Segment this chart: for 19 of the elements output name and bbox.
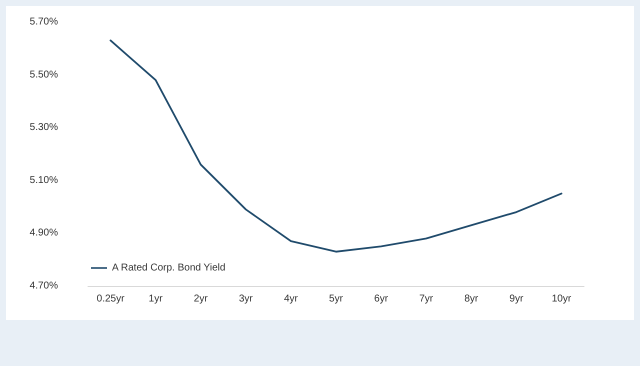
x-tick-label: 9yr — [509, 294, 524, 304]
x-tick-label: 8yr — [464, 294, 479, 304]
line-series — [110, 40, 562, 253]
x-tick-label: 1yr — [148, 294, 164, 304]
x-tick-label: 7yr — [419, 294, 434, 304]
y-tick-label: 5.70% — [30, 16, 58, 28]
x-tick-label: 2yr — [194, 294, 208, 304]
y-tick-label: 5.10% — [30, 174, 58, 186]
y-tick-label: 5.50% — [30, 69, 58, 80]
x-tick-label: 5yr — [329, 294, 344, 304]
y-tick-label: 4.70% — [30, 280, 58, 292]
x-tick-label: 3yr — [238, 294, 254, 304]
x-tick-label: 10yr — [552, 294, 572, 304]
x-tick-label: 0.25yr — [96, 294, 126, 304]
x-tick-label: 6yr — [374, 294, 389, 304]
y-tick-label: 5.30% — [30, 122, 58, 134]
legend-label: A Rated Corp. Bond Yield — [112, 262, 226, 274]
y-tick-label: 4.90% — [30, 228, 58, 239]
x-tick-label: 4yr — [284, 294, 299, 304]
